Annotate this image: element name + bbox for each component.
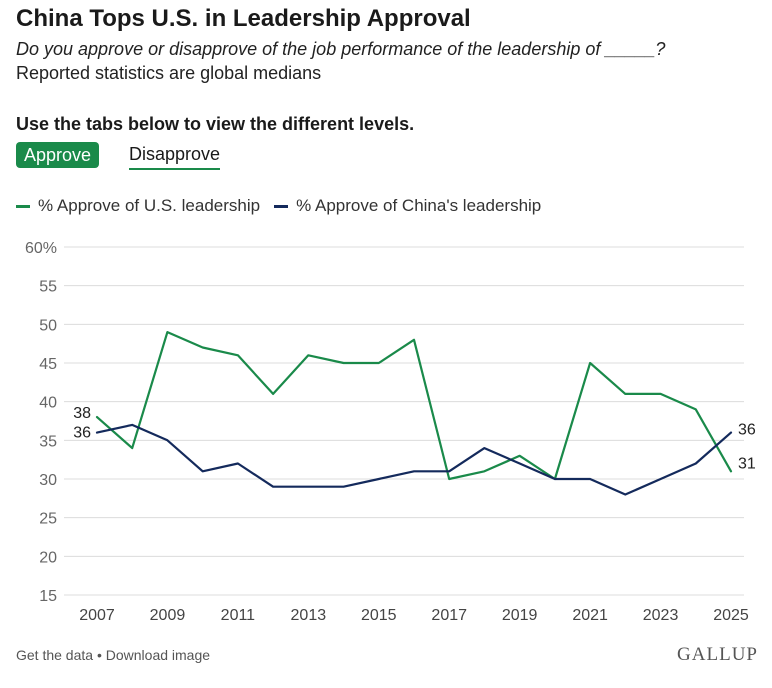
- data-label-china-start: 36: [73, 425, 91, 442]
- chart-note: Reported statistics are global medians: [16, 63, 322, 83]
- series-line-us: [95, 330, 733, 481]
- gallup-logo: GALLUP: [677, 644, 758, 665]
- x-tick-label: 2017: [431, 607, 467, 624]
- legend-item-china: % Approve of China's leadership: [274, 196, 541, 216]
- tabs-heading: Use the tabs below to view the different…: [16, 114, 415, 134]
- chart-subtitle: Do you approve or disapprove of the job …: [16, 39, 666, 59]
- y-tick-label: 50: [39, 317, 57, 334]
- y-tick-label: 30: [39, 472, 57, 489]
- tab-disapprove[interactable]: Disapprove: [129, 142, 221, 170]
- data-label-us-end: 31: [738, 455, 756, 472]
- x-tick-label: 2007: [79, 607, 115, 624]
- footer-separator: •: [93, 647, 106, 663]
- y-tick-label: 55: [39, 279, 57, 296]
- get-data-link[interactable]: Get the data: [16, 647, 94, 663]
- y-tick-label: 15: [39, 588, 57, 605]
- tab-approve[interactable]: Approve: [16, 142, 100, 168]
- chart-title: China Tops U.S. in Leadership Approval: [16, 5, 471, 32]
- x-tick-label: 2025: [713, 607, 749, 624]
- footer-links: Get the data • Download image: [16, 647, 210, 663]
- chart-legend: % Approve of U.S. leadership % Approve o…: [16, 196, 555, 216]
- download-image-link[interactable]: Download image: [105, 647, 211, 663]
- x-tick-label: 2013: [291, 607, 327, 624]
- y-tick-label: 40: [39, 395, 57, 412]
- y-tick-label: 45: [39, 356, 57, 373]
- legend-item-us: % Approve of U.S. leadership: [16, 196, 260, 216]
- data-label-us-start: 38: [73, 405, 91, 422]
- data-label-china-end: 36: [738, 422, 756, 439]
- x-tick-label: 2019: [502, 607, 538, 624]
- legend-label-china: % Approve of China's leadership: [296, 196, 542, 215]
- x-tick-label: 2015: [361, 607, 397, 624]
- legend-swatch-us: [16, 204, 30, 208]
- y-tick-label: 35: [39, 433, 57, 450]
- series-line-china: [95, 423, 733, 496]
- x-tick-label: 2011: [221, 607, 256, 624]
- y-tick-label: 60%: [25, 240, 57, 257]
- x-tick-label: 2009: [150, 607, 186, 624]
- legend-label-us: % Approve of U.S. leadership: [38, 196, 261, 215]
- x-tick-label: 2023: [643, 607, 679, 624]
- y-tick-label: 25: [39, 511, 57, 528]
- y-tick-label: 20: [39, 549, 57, 566]
- x-tick-label: 2021: [572, 607, 608, 624]
- legend-swatch-china: [274, 204, 289, 208]
